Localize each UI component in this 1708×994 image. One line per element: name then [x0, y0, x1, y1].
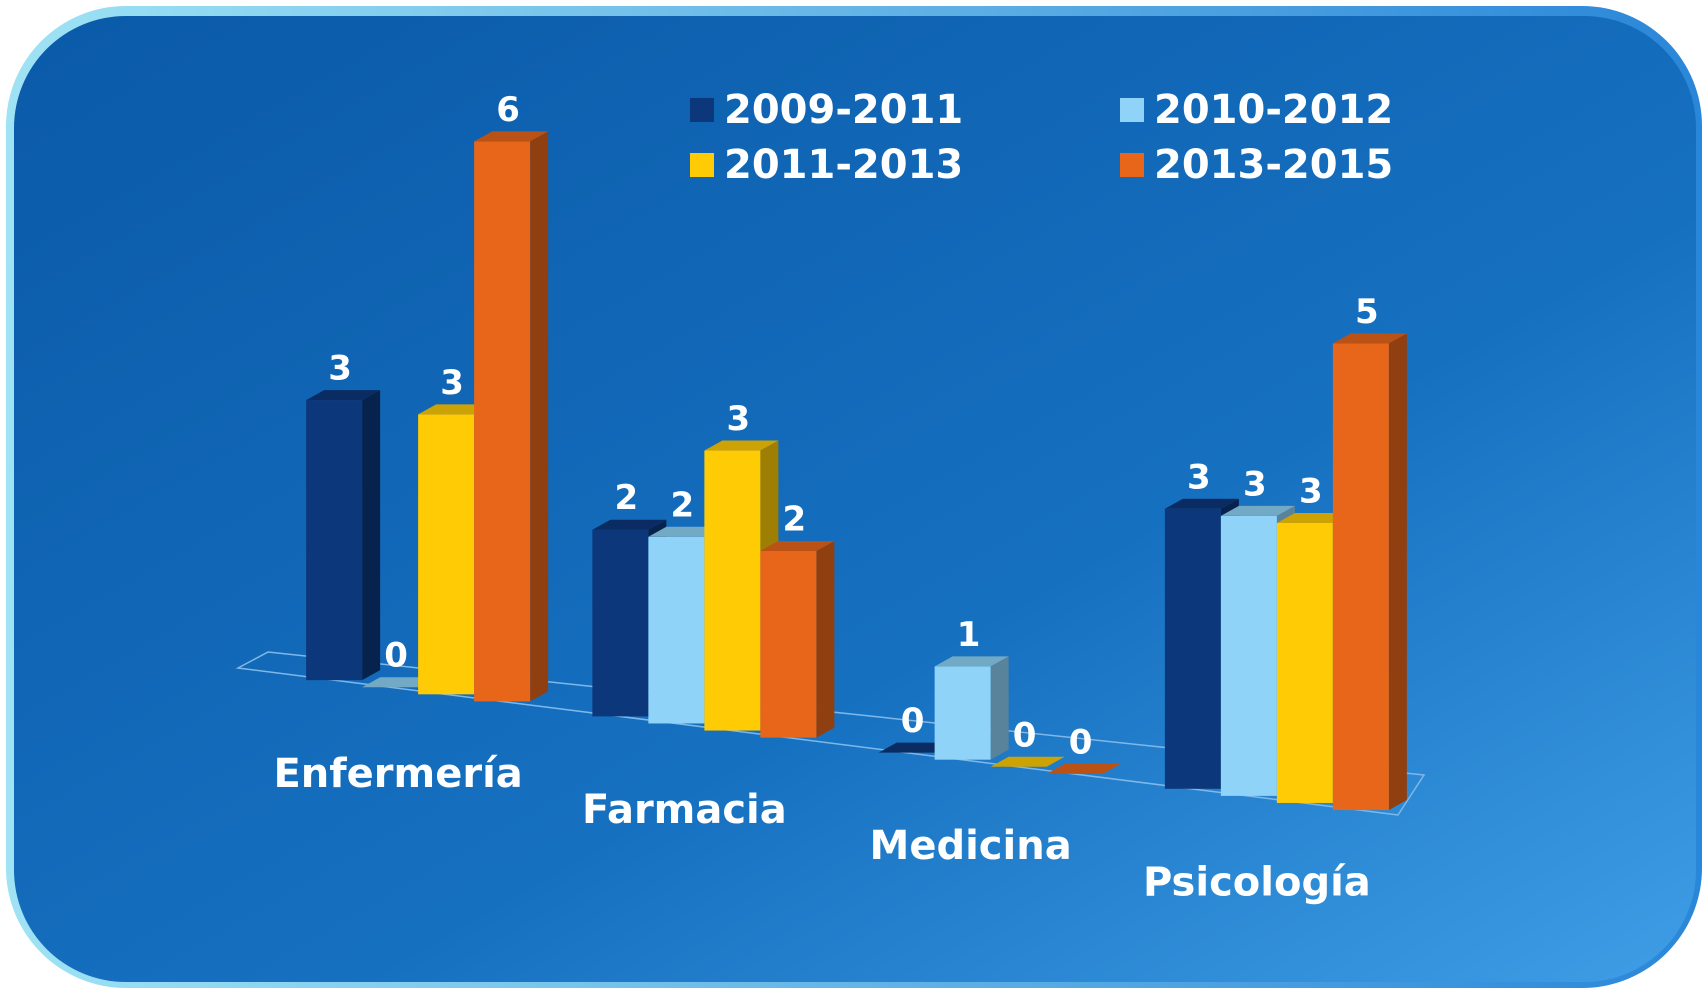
data-label: 0 — [384, 636, 408, 676]
bar-top — [474, 131, 549, 142]
data-label: 2 — [671, 485, 695, 525]
bar — [1046, 763, 1121, 774]
bar-front — [760, 550, 817, 738]
bar — [474, 131, 549, 702]
bar-front — [418, 414, 475, 695]
data-label: 3 — [1187, 457, 1211, 497]
data-label: 6 — [496, 90, 520, 130]
bar — [878, 742, 953, 753]
bar-front — [1276, 522, 1333, 803]
bar-top — [418, 404, 493, 415]
data-label: 2 — [783, 499, 807, 539]
legend-swatch — [690, 98, 714, 122]
legend-label: 2010-2012 — [1154, 87, 1393, 133]
data-label: 3 — [1299, 471, 1323, 511]
bar-front — [1164, 508, 1221, 789]
data-label: 3 — [328, 349, 352, 389]
bar-top — [362, 677, 437, 688]
plot: 2009-2011 2010-2012 2011-2013 2013-2015 3 0 3 6… — [235, 87, 1426, 905]
bar-top — [1046, 763, 1121, 774]
x-tick-label: Medicina — [870, 823, 1072, 869]
bar-side — [362, 390, 381, 681]
bar-top — [990, 756, 1065, 767]
bar-top — [1276, 512, 1351, 523]
bar — [306, 390, 381, 681]
bar — [1332, 333, 1407, 811]
x-tick-label: Farmacia — [582, 787, 787, 833]
bar-top — [934, 656, 1009, 667]
bar — [990, 756, 1065, 767]
x-tick-label: Enfermería — [273, 751, 522, 797]
bar-side — [1388, 333, 1407, 811]
bar — [362, 677, 437, 688]
bar-front — [704, 450, 761, 731]
bar-side — [816, 540, 835, 738]
bar-front — [306, 400, 363, 681]
bar-side — [530, 131, 549, 702]
bar-top — [1164, 498, 1239, 509]
bar-front — [648, 536, 705, 724]
data-label: 2 — [615, 478, 639, 518]
data-label: 1 — [957, 615, 981, 655]
bar-front — [474, 141, 531, 702]
legend-swatch — [1120, 98, 1144, 122]
bar-top — [306, 390, 381, 401]
data-label: 0 — [1069, 722, 1093, 762]
bar-front — [1332, 343, 1389, 811]
data-label: 3 — [727, 399, 751, 439]
data-label: 5 — [1355, 292, 1379, 332]
legend-swatch — [1120, 153, 1144, 177]
bar-front — [592, 529, 649, 717]
data-label: 3 — [1243, 464, 1267, 504]
data-label: 0 — [901, 701, 925, 741]
bar-top — [878, 742, 953, 753]
bar-top — [760, 540, 835, 551]
bar-top — [648, 526, 723, 537]
bar-top — [1220, 505, 1295, 516]
data-label: 3 — [440, 363, 464, 403]
legend-label: 2013-2015 — [1154, 142, 1393, 188]
legend-label: 2011-2013 — [724, 142, 963, 188]
bar-top — [1332, 333, 1407, 344]
bar — [760, 540, 835, 738]
data-label: 0 — [1013, 715, 1037, 755]
bar-front — [1220, 515, 1277, 796]
bar-top — [592, 519, 667, 530]
bar-side — [990, 656, 1009, 760]
x-tick-label: Psicología — [1143, 859, 1371, 905]
bar-front — [934, 666, 991, 760]
bar-top — [704, 440, 779, 451]
bar — [934, 656, 1009, 760]
legend-label: 2009-2011 — [724, 87, 963, 133]
legend-swatch — [690, 153, 714, 177]
